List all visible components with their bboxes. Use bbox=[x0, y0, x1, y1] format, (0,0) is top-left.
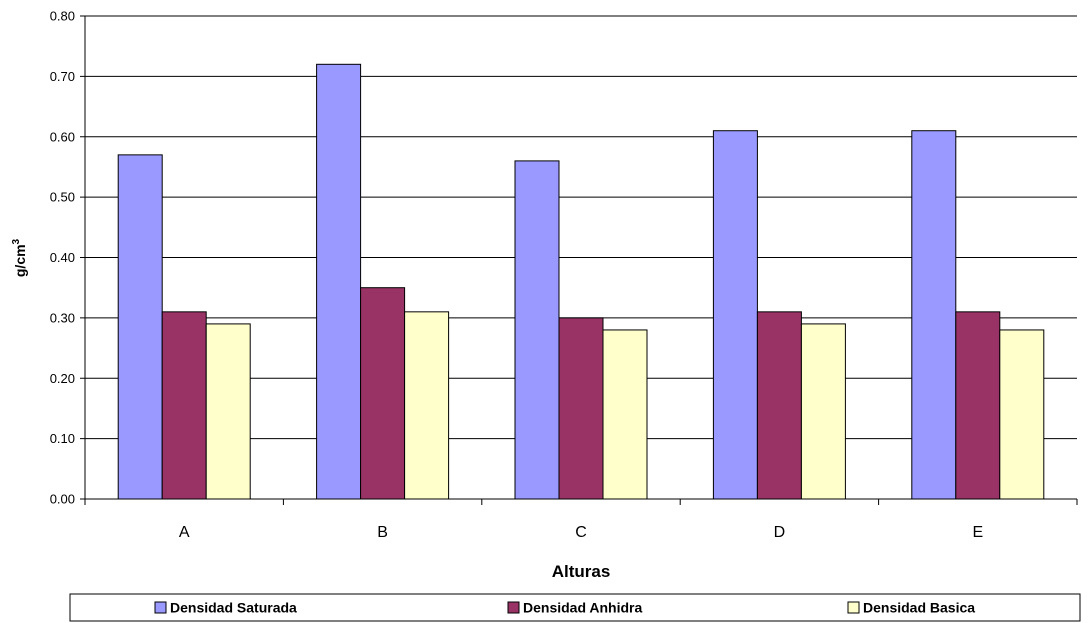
y-tick-label: 0.30 bbox=[50, 310, 75, 325]
bar-densidad-anhidra-e bbox=[955, 311, 1001, 500]
y-tick-label: 0.00 bbox=[50, 492, 75, 507]
x-tick-labels: A B C D E bbox=[179, 524, 983, 541]
y-tick-label: 0.20 bbox=[50, 371, 75, 386]
bar-densidad-saturada-a bbox=[117, 154, 163, 500]
bar-densidad-basica-a bbox=[205, 323, 251, 500]
bar-densidad-basica-d bbox=[800, 323, 846, 500]
y-tick-label: 0.60 bbox=[50, 129, 75, 144]
y-axis-title: g/cm3 bbox=[11, 238, 28, 277]
legend-label: Densidad Saturada bbox=[170, 600, 297, 616]
y-tick-label: 0.80 bbox=[50, 9, 75, 24]
legend-swatch bbox=[847, 601, 860, 614]
y-axis-title-base: g/cm bbox=[12, 244, 28, 277]
bar-densidad-saturada-c bbox=[514, 160, 560, 500]
x-tick-label: D bbox=[774, 524, 786, 541]
x-axis-title: Alturas bbox=[552, 562, 611, 581]
legend-swatch bbox=[507, 601, 520, 614]
x-tick-label: C bbox=[575, 524, 587, 541]
bar-densidad-basica-b bbox=[404, 311, 450, 500]
legend-swatch bbox=[154, 601, 167, 614]
bar-densidad-basica-c bbox=[602, 329, 648, 500]
bar-densidad-saturada-b bbox=[316, 63, 362, 500]
y-tick-labels: 0.00 0.10 0.20 0.30 0.40 0.50 0.60 0.70 0.80 bbox=[50, 9, 75, 507]
x-tick-label: E bbox=[972, 524, 983, 541]
bar-densidad-basica-e bbox=[999, 329, 1045, 500]
axes bbox=[80, 15, 1078, 505]
bar-densidad-saturada-e bbox=[911, 130, 957, 500]
bar-densidad-anhidra-d bbox=[756, 311, 802, 500]
y-tick-label: 0.70 bbox=[50, 69, 75, 84]
legend-label: Densidad Anhidra bbox=[523, 600, 642, 616]
x-tick-label: A bbox=[179, 524, 190, 541]
y-axis-title-sup: 3 bbox=[11, 238, 22, 244]
bar-densidad-anhidra-a bbox=[161, 311, 207, 500]
bar-densidad-anhidra-c bbox=[558, 317, 604, 500]
bars bbox=[117, 63, 1045, 500]
legend: Densidad Saturada Densidad Anhidra Densida… bbox=[69, 593, 1081, 622]
y-tick-label: 0.10 bbox=[50, 431, 75, 446]
bar-densidad-anhidra-b bbox=[360, 287, 406, 500]
y-tick-label: 0.40 bbox=[50, 250, 75, 265]
x-tick-label: B bbox=[377, 524, 388, 541]
bar-densidad-saturada-d bbox=[712, 130, 758, 500]
legend-box bbox=[69, 593, 1081, 622]
y-tick-label: 0.50 bbox=[50, 190, 75, 205]
legend-label: Densidad Basica bbox=[863, 600, 975, 616]
